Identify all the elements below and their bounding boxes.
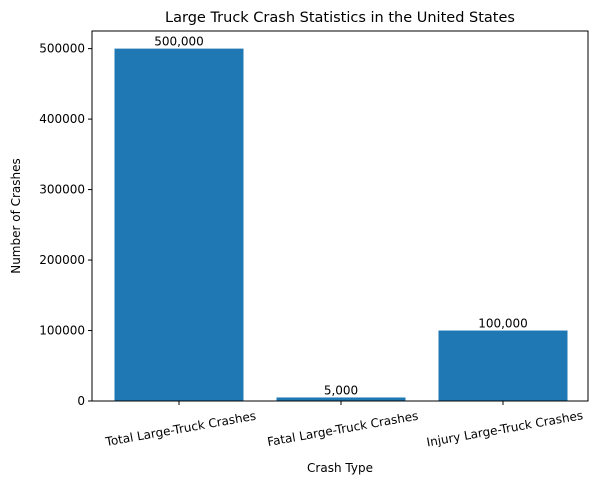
bar-data-label: 100,000: [478, 317, 528, 331]
chart-title: Large Truck Crash Statistics in the Unit…: [165, 10, 515, 26]
x-tick-label: Total Large-Truck Crashes: [103, 409, 257, 449]
y-tick-label: 500000: [39, 42, 85, 56]
y-tick-label: 100000: [39, 324, 85, 338]
x-axis-label: Crash Type: [307, 461, 373, 475]
y-axis-ticks: 0 100000 200000 300000 400000 500000: [39, 42, 92, 408]
y-tick-label: 0: [77, 394, 85, 408]
bar-data-label: 500,000: [154, 35, 204, 49]
bar-data-labels: 500,000 5,000 100,000: [154, 35, 528, 398]
x-tick-label: Injury Large-Truck Crashes: [425, 408, 584, 449]
y-axis-label: Number of Crashes: [9, 158, 23, 274]
bars: [114, 48, 568, 401]
x-axis-ticks: Total Large-Truck Crashes Fatal Large-Tru…: [103, 401, 584, 450]
bar: [438, 330, 568, 401]
bar-data-label: 5,000: [324, 383, 358, 397]
y-tick-label: 400000: [39, 112, 85, 126]
y-tick-label: 200000: [39, 253, 85, 267]
plot-area-frame: [91, 30, 589, 402]
bar: [276, 397, 406, 401]
bar: [114, 48, 244, 401]
x-tick-label: Fatal Large-Truck Crashes: [266, 409, 419, 449]
y-tick-label: 300000: [39, 183, 85, 197]
